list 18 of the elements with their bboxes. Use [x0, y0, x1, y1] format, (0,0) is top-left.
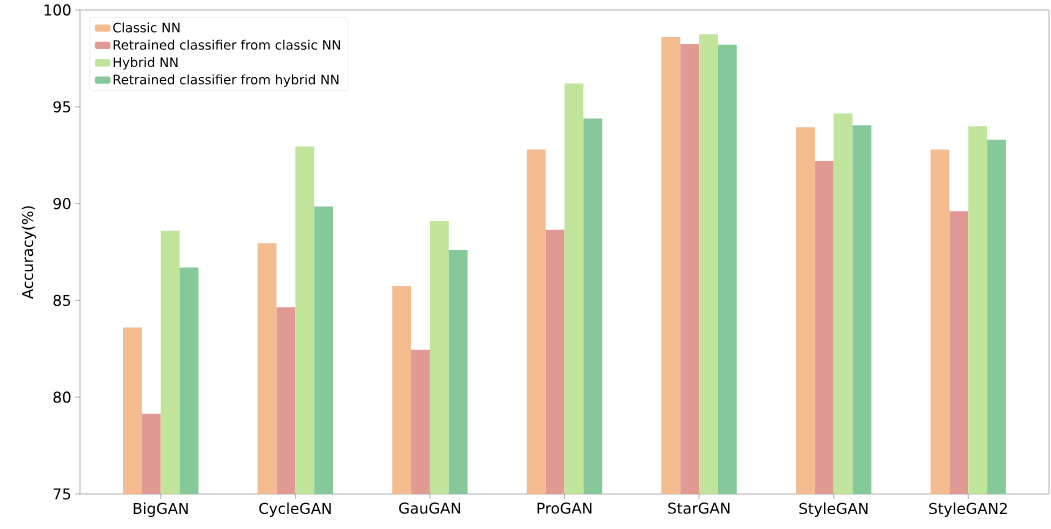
x-tick-label: GauGAN: [399, 502, 461, 514]
y-tick-label: 100: [44, 4, 71, 16]
legend-label: Retrained classifier from hybrid NN: [113, 74, 339, 87]
x-tick-label: CycleGAN: [259, 502, 331, 517]
x-tick-label: ProGAN: [537, 502, 592, 514]
y-tick-label: 75: [53, 488, 71, 500]
legend-label: Classic NN: [113, 22, 180, 33]
y-axis-title: Accuracy(%): [21, 206, 37, 299]
y-tick-label: 80: [53, 391, 71, 403]
legend-label: Hybrid NN: [113, 57, 178, 70]
x-tick-label: BigGAN: [133, 502, 188, 517]
legend-label: Retrained classifier from classic NN: [113, 39, 340, 50]
x-tick-label: StyleGAN: [799, 502, 868, 517]
y-tick-label: 90: [53, 197, 71, 210]
y-tick-label: 95: [53, 101, 71, 113]
x-tick-label: StarGAN: [668, 502, 730, 514]
x-tick-label: StyleGAN2: [929, 502, 1007, 517]
y-tick-label: 85: [53, 294, 71, 307]
